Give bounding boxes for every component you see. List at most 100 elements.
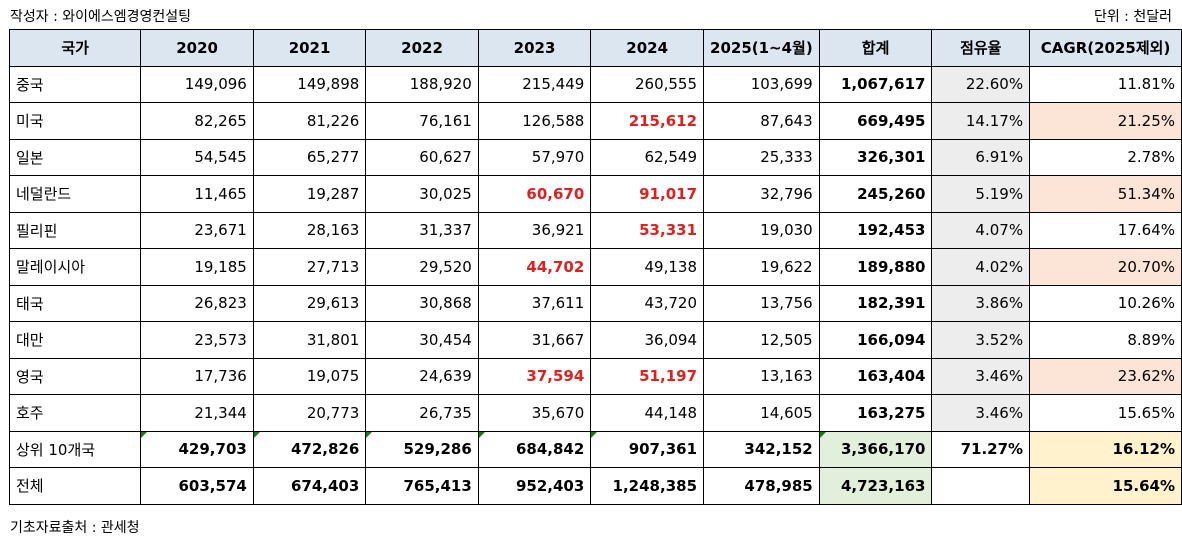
unit-label: 단위 : 천달러 [1093, 9, 1172, 25]
value-cell: 37,594 [477, 357, 592, 395]
country-cell: 호주 [8, 394, 142, 432]
table-row: 영국 17,736 19,075 24,639 37,594 51,197 13,163 16… [8, 357, 1182, 395]
total-cell: 3,366,170 [818, 430, 933, 468]
value-cell: 215,449 [477, 65, 592, 103]
value-cell: 13,756 [703, 284, 820, 322]
cagr-cell: 51.34% [1029, 175, 1182, 213]
cagr-cell: 23.62% [1029, 357, 1182, 395]
table-row: 일본 54,545 65,277 60,627 57,970 62,549 25,333 32… [8, 138, 1182, 176]
value-cell: 30,025 [365, 175, 479, 213]
table-row: 중국 149,096 149,898 188,920 215,449 260,555 103… [8, 65, 1182, 103]
share-cell: 3.52% [931, 321, 1031, 359]
value-cell: 26,735 [365, 394, 479, 432]
header-2020: 2020 [140, 29, 254, 67]
header-total: 합계 [818, 29, 933, 67]
value-cell: 472,826 [252, 430, 367, 468]
table-row: 호주 21,344 20,773 26,735 35,670 44,148 14,605 16… [8, 394, 1182, 432]
value-cell: 36,921 [477, 211, 592, 249]
source-label: 기초자료출처 : 관세청 [10, 520, 140, 536]
country-cell: 전체 [8, 467, 142, 505]
value-cell: 260,555 [590, 65, 705, 103]
value-cell: 62,549 [590, 138, 705, 176]
value-cell: 60,670 [477, 175, 592, 213]
value-cell: 19,185 [140, 248, 254, 286]
table-row: 필리핀 23,671 28,163 31,337 36,921 53,331 19,030 1… [8, 211, 1182, 249]
value-cell: 529,286 [365, 430, 479, 468]
value-cell: 28,163 [252, 211, 367, 249]
value-cell: 103,699 [703, 65, 820, 103]
country-cell: 태국 [8, 284, 142, 322]
share-cell: 3.86% [931, 284, 1031, 322]
share-cell [931, 467, 1031, 505]
value-cell: 13,163 [703, 357, 820, 395]
value-cell: 215,612 [590, 102, 705, 140]
header-2023: 2023 [477, 29, 592, 67]
country-cell: 말레이시아 [8, 248, 142, 286]
value-cell: 478,985 [703, 467, 820, 505]
value-cell: 21,344 [140, 394, 254, 432]
value-cell: 429,703 [140, 430, 254, 468]
value-cell: 37,611 [477, 284, 592, 322]
value-cell: 49,138 [590, 248, 705, 286]
value-cell: 35,670 [477, 394, 592, 432]
value-cell: 27,713 [252, 248, 367, 286]
header-2025: 2025(1~4월) [703, 29, 820, 67]
country-cell: 네덜란드 [8, 175, 142, 213]
share-cell: 5.19% [931, 175, 1031, 213]
country-cell: 중국 [8, 65, 142, 103]
value-cell: 907,361 [590, 430, 705, 468]
value-cell: 51,197 [590, 357, 705, 395]
value-cell: 20,773 [252, 394, 367, 432]
value-cell: 24,639 [365, 357, 479, 395]
value-cell: 30,454 [365, 321, 479, 359]
value-cell: 126,588 [477, 102, 592, 140]
cagr-cell: 15.65% [1029, 394, 1182, 432]
value-cell: 82,265 [140, 102, 254, 140]
value-cell: 19,075 [252, 357, 367, 395]
value-cell: 31,667 [477, 321, 592, 359]
table-row: 대만 23,573 31,801 30,454 31,667 36,094 12,505 16… [8, 321, 1182, 359]
value-cell: 149,898 [252, 65, 367, 103]
value-cell: 36,094 [590, 321, 705, 359]
value-cell: 684,842 [477, 430, 592, 468]
value-cell: 87,643 [703, 102, 820, 140]
header-2022: 2022 [365, 29, 479, 67]
value-cell: 603,574 [140, 467, 254, 505]
cagr-cell: 15.64% [1029, 467, 1182, 505]
share-cell: 71.27% [931, 430, 1031, 468]
value-cell: 57,970 [477, 138, 592, 176]
total-cell: 1,067,617 [818, 65, 933, 103]
total-cell: 326,301 [818, 138, 933, 176]
value-cell: 53,331 [590, 211, 705, 249]
value-cell: 149,096 [140, 65, 254, 103]
value-cell: 674,403 [252, 467, 367, 505]
value-cell: 31,337 [365, 211, 479, 249]
country-cell: 일본 [8, 138, 142, 176]
value-cell: 12,505 [703, 321, 820, 359]
total-cell: 189,880 [818, 248, 933, 286]
country-cell: 미국 [8, 102, 142, 140]
value-cell: 32,796 [703, 175, 820, 213]
cagr-cell: 2.78% [1029, 138, 1182, 176]
total-cell: 669,495 [818, 102, 933, 140]
value-cell: 952,403 [477, 467, 592, 505]
value-cell: 17,736 [140, 357, 254, 395]
country-cell: 영국 [8, 357, 142, 395]
value-cell: 25,333 [703, 138, 820, 176]
value-cell: 765,413 [365, 467, 479, 505]
header-2024: 2024 [590, 29, 705, 67]
value-cell: 43,720 [590, 284, 705, 322]
table-row: 태국 26,823 29,613 30,868 37,611 43,720 13,756 18… [8, 284, 1182, 322]
value-cell: 60,627 [365, 138, 479, 176]
total-cell: 4,723,163 [818, 467, 933, 505]
header-row: 국가 2020 2021 2022 2023 2024 2025(1~4월) 합… [8, 29, 1182, 67]
table-row: 말레이시아 19,185 27,713 29,520 44,702 49,138 19,62… [8, 248, 1182, 286]
header-cagr: CAGR(2025제외) [1029, 29, 1182, 67]
cagr-cell: 10.26% [1029, 284, 1182, 322]
value-cell: 19,622 [703, 248, 820, 286]
share-cell: 22.60% [931, 65, 1031, 103]
total-cell: 192,453 [818, 211, 933, 249]
cagr-cell: 16.12% [1029, 430, 1182, 468]
value-cell: 65,277 [252, 138, 367, 176]
cagr-cell: 8.89% [1029, 321, 1182, 359]
